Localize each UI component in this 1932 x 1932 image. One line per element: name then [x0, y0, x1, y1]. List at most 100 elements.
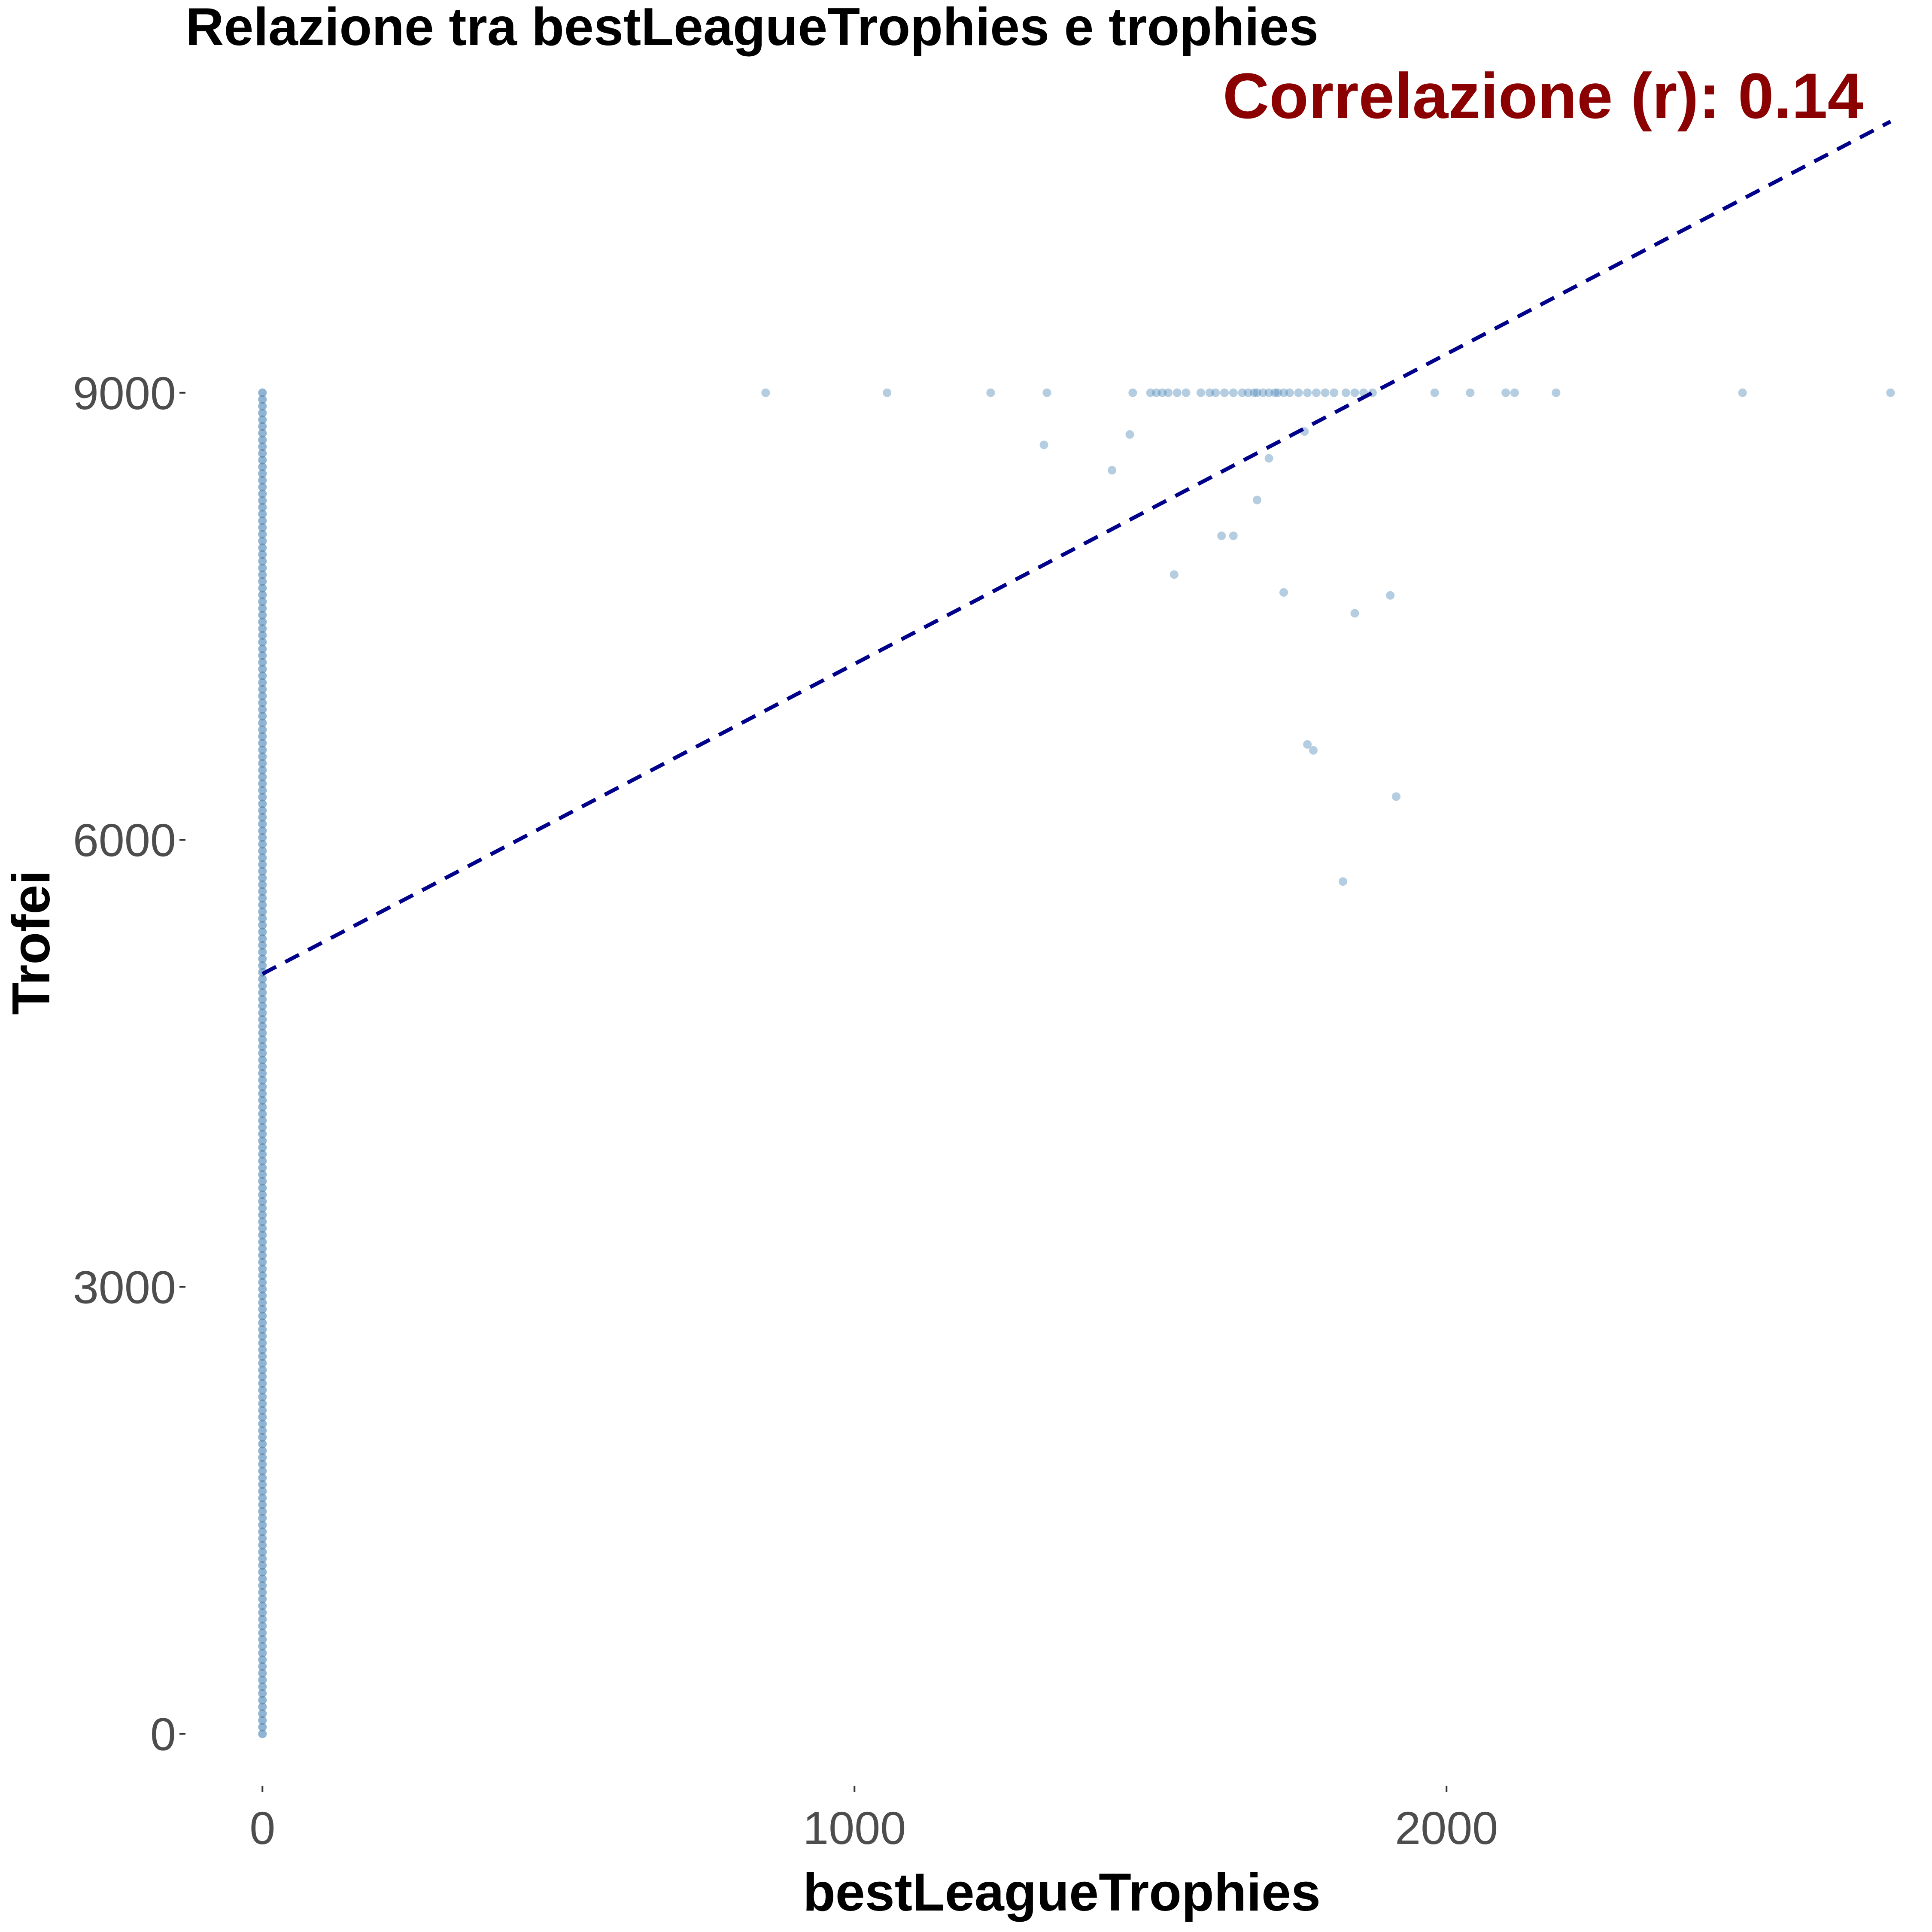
- data-point: [258, 1595, 267, 1604]
- data-point: [258, 1561, 267, 1570]
- data-point: [258, 1413, 267, 1422]
- data-point: [258, 1163, 267, 1172]
- data-point: [258, 469, 267, 478]
- data-point: [258, 1642, 267, 1651]
- data-point: [258, 692, 267, 701]
- data-point: [883, 388, 892, 397]
- data-point: [258, 557, 267, 566]
- data-point: [1392, 792, 1401, 801]
- data-point: [258, 442, 267, 451]
- data-point: [258, 1278, 267, 1287]
- data-point: [258, 1567, 267, 1577]
- data-point: [258, 1547, 267, 1556]
- data-point: [258, 981, 267, 990]
- data-point: [258, 489, 267, 498]
- data-point: [258, 1500, 267, 1509]
- data-point: [258, 1433, 267, 1442]
- points-layer: [258, 388, 1895, 1738]
- data-point: [258, 597, 267, 606]
- data-point: [258, 1230, 267, 1239]
- data-point: [258, 880, 267, 889]
- data-point: [258, 395, 267, 404]
- data-point: [258, 1264, 267, 1273]
- data-point: [258, 1709, 267, 1718]
- data-point: [258, 537, 267, 546]
- data-point: [258, 543, 267, 552]
- data-point: [1312, 388, 1321, 397]
- y-axis-title: Trofei: [2, 870, 61, 1015]
- data-point: [258, 1062, 267, 1071]
- data-point: [258, 806, 267, 815]
- data-point: [258, 1581, 267, 1590]
- data-point: [258, 1291, 267, 1300]
- data-point: [258, 665, 267, 674]
- data-point: [1128, 388, 1137, 397]
- trend-layer: [261, 120, 1892, 976]
- data-point: [258, 604, 267, 613]
- data-point: [258, 1729, 267, 1738]
- data-point: [1303, 740, 1312, 749]
- data-point: [258, 1210, 267, 1219]
- data-point: [258, 1527, 267, 1536]
- data-point: [258, 1588, 267, 1597]
- data-point: [258, 1035, 267, 1044]
- y-tick-label: 9000: [73, 367, 176, 419]
- data-point: [258, 975, 267, 984]
- data-point: [1196, 388, 1205, 397]
- data-point: [258, 1271, 267, 1280]
- data-point: [986, 388, 995, 397]
- data-point: [1430, 388, 1439, 397]
- data-point: [258, 914, 267, 923]
- data-point: [258, 1622, 267, 1631]
- data-point: [258, 1190, 267, 1199]
- data-point: [258, 1419, 267, 1428]
- data-point: [258, 988, 267, 997]
- data-point: [258, 1069, 267, 1078]
- data-point: [1252, 388, 1261, 397]
- data-point: [258, 1453, 267, 1462]
- data-point: [1173, 388, 1182, 397]
- data-point: [1279, 588, 1288, 597]
- data-point: [258, 1406, 267, 1415]
- y-tick-label: 6000: [73, 814, 176, 866]
- data-point: [1252, 495, 1261, 504]
- data-point: [258, 1325, 267, 1334]
- data-point: [258, 920, 267, 930]
- x-tick-label: 2000: [1395, 1802, 1498, 1854]
- data-point: [258, 1352, 267, 1361]
- data-point: [258, 483, 267, 492]
- data-point: [258, 1702, 267, 1711]
- data-point: [258, 1332, 267, 1341]
- data-point: [258, 583, 267, 592]
- data-point: [258, 1184, 267, 1193]
- data-point: [258, 1520, 267, 1529]
- data-point: [258, 1082, 267, 1091]
- data-point: [258, 1392, 267, 1401]
- data-point: [258, 772, 267, 781]
- data-point: [258, 718, 267, 727]
- data-point: [258, 759, 267, 768]
- data-point: [258, 435, 267, 444]
- data-point: [258, 860, 267, 869]
- data-point: [258, 516, 267, 526]
- data-point: [1270, 388, 1279, 397]
- data-point: [258, 1399, 267, 1408]
- data-point: [258, 1655, 267, 1664]
- data-point: [258, 577, 267, 586]
- data-point: [258, 1446, 267, 1455]
- data-point: [258, 1123, 267, 1132]
- data-point: [258, 995, 267, 1004]
- data-point: [1211, 388, 1220, 397]
- data-point: [258, 530, 267, 539]
- data-point: [1279, 388, 1288, 397]
- data-point: [258, 678, 267, 687]
- data-point: [1309, 746, 1318, 755]
- data-point: [258, 698, 267, 707]
- data-point: [258, 428, 267, 437]
- data-point: [258, 1204, 267, 1213]
- data-point: [258, 590, 267, 599]
- data-point: [258, 402, 267, 411]
- data-point: [258, 1345, 267, 1354]
- data-point: [258, 766, 267, 775]
- data-point: [258, 563, 267, 572]
